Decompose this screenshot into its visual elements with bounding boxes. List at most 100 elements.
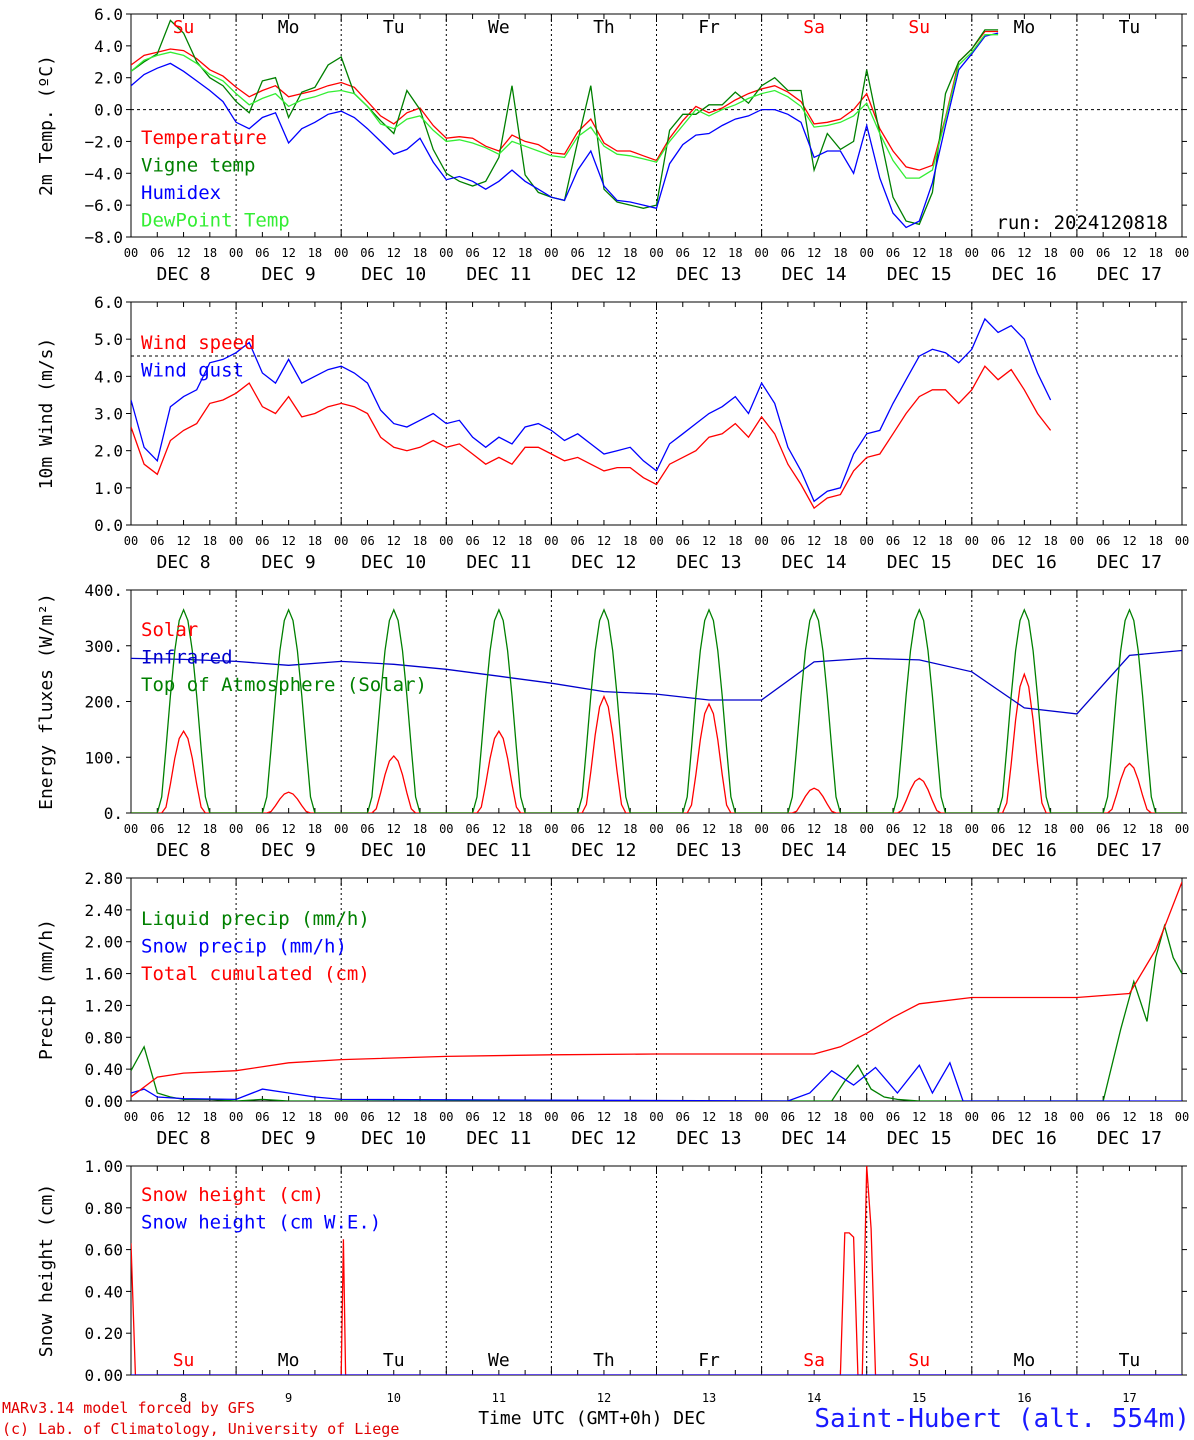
day-of-week-label: Mo — [1014, 17, 1036, 38]
day-of-week-label: Th — [593, 1350, 615, 1371]
date-label: DEC 13 — [677, 264, 742, 285]
hour-tick-label: 12 — [1017, 246, 1031, 260]
hour-tick-label: 00 — [1070, 822, 1084, 836]
hour-tick-label: 18 — [308, 822, 322, 836]
hour-tick-label: 12 — [912, 246, 926, 260]
hour-tick-label: 00 — [965, 822, 979, 836]
day-of-week-label: Su — [173, 17, 195, 38]
date-label: DEC 15 — [887, 1128, 952, 1149]
y-axis-title: Precip (mm/h) — [36, 919, 57, 1060]
legend-entry: Wind gust — [141, 360, 244, 382]
y-tick-label: 0.20 — [84, 1324, 123, 1343]
hour-tick-label: 12 — [1017, 534, 1031, 548]
hour-tick-label: 18 — [413, 246, 427, 260]
hour-tick-label: 06 — [360, 246, 374, 260]
hour-tick-label: 00 — [124, 534, 138, 548]
hour-tick-label: 18 — [203, 534, 217, 548]
hour-tick-label: 12 — [492, 822, 506, 836]
hour-tick-label: 00 — [649, 534, 663, 548]
hour-tick-label: 12 — [176, 1110, 190, 1124]
y-axis-title: Snow height (cm) — [36, 1184, 57, 1357]
day-of-week-label: Tu — [1119, 17, 1141, 38]
hour-tick-label: 00 — [1175, 1110, 1189, 1124]
hour-tick-label: 18 — [833, 246, 847, 260]
hour-tick-label: 18 — [518, 1110, 532, 1124]
y-tick-label: 4.0 — [94, 37, 123, 56]
date-label: DEC 15 — [887, 264, 952, 285]
hour-tick-label: 00 — [124, 822, 138, 836]
date-label: DEC 8 — [156, 264, 210, 285]
hour-tick-label: 00 — [1175, 822, 1189, 836]
hour-tick-label: 12 — [387, 1110, 401, 1124]
hour-tick-label: 18 — [308, 1110, 322, 1124]
series-line-3 — [131, 881, 1182, 1098]
panel-1 — [126, 13, 1187, 238]
hour-tick-label: 06 — [150, 246, 164, 260]
series-line-2 — [131, 1061, 1182, 1101]
hour-tick-label: 12 — [1122, 822, 1136, 836]
x-date-label: 12 — [597, 1391, 611, 1405]
hour-tick-label: 00 — [965, 246, 979, 260]
hour-tick-label: 12 — [176, 822, 190, 836]
hour-tick-label: 00 — [1070, 1110, 1084, 1124]
hour-tick-label: 12 — [176, 246, 190, 260]
y-axis-title: 10m Wind (m/s) — [36, 338, 57, 490]
hour-tick-label: 06 — [465, 822, 479, 836]
hour-tick-label: 06 — [255, 822, 269, 836]
hour-tick-label: 18 — [938, 534, 952, 548]
hour-tick-label: 06 — [150, 1110, 164, 1124]
hour-tick-label: 12 — [1017, 1110, 1031, 1124]
hour-tick-label: 06 — [676, 246, 690, 260]
hour-tick-label: 00 — [1070, 534, 1084, 548]
x-date-label: 11 — [492, 1391, 506, 1405]
x-date-label: 10 — [387, 1391, 401, 1405]
legend-entry: Liquid precip (mm/h) — [141, 908, 370, 930]
date-label: DEC 12 — [571, 1128, 636, 1149]
hour-tick-label: 00 — [439, 822, 453, 836]
hour-tick-label: 06 — [781, 534, 795, 548]
hour-tick-label: 12 — [912, 534, 926, 548]
date-label: DEC 10 — [361, 1128, 426, 1149]
hour-tick-label: 12 — [492, 246, 506, 260]
hour-tick-label: 18 — [203, 246, 217, 260]
hour-tick-label: 00 — [1175, 534, 1189, 548]
hour-tick-label: 18 — [938, 246, 952, 260]
hour-tick-label: 12 — [387, 822, 401, 836]
date-label: DEC 11 — [466, 840, 531, 861]
hour-tick-label: 12 — [807, 822, 821, 836]
hour-tick-label: 18 — [308, 246, 322, 260]
hour-tick-label: 18 — [623, 534, 637, 548]
hour-tick-label: 00 — [334, 822, 348, 836]
hour-tick-label: 00 — [439, 246, 453, 260]
day-of-week-label: Su — [908, 17, 930, 38]
hour-tick-label: 00 — [1175, 246, 1189, 260]
hour-tick-label: 12 — [492, 1110, 506, 1124]
x-date-label: 14 — [807, 1391, 821, 1405]
x-date-label: 9 — [285, 1391, 292, 1405]
series-line-3 — [131, 32, 999, 229]
day-of-week-label: Mo — [1014, 1350, 1036, 1371]
hour-tick-label: 00 — [544, 246, 558, 260]
y-tick-label: 4.0 — [94, 367, 123, 386]
date-label: DEC 17 — [1097, 840, 1162, 861]
date-label: DEC 17 — [1097, 1128, 1162, 1149]
series-line-2 — [131, 649, 1182, 715]
hour-tick-label: 18 — [203, 1110, 217, 1124]
hour-tick-label: 12 — [281, 534, 295, 548]
y-tick-label: −2.0 — [84, 132, 123, 151]
y-tick-label: 6.0 — [94, 5, 123, 24]
series-line-2 — [131, 317, 1052, 503]
date-label: DEC 9 — [262, 264, 316, 285]
legend-entry: DewPoint Temp — [141, 210, 290, 232]
hour-tick-label: 18 — [728, 246, 742, 260]
hour-tick-label: 18 — [308, 534, 322, 548]
y-tick-label: 0.00 — [84, 1092, 123, 1111]
x-date-label: 16 — [1017, 1391, 1031, 1405]
hour-tick-label: 18 — [203, 822, 217, 836]
y-tick-label: 6.0 — [94, 293, 123, 312]
hour-tick-label: 12 — [281, 246, 295, 260]
hour-tick-label: 18 — [938, 1110, 952, 1124]
hour-tick-label: 18 — [623, 1110, 637, 1124]
y-tick-label: 1.00 — [84, 1157, 123, 1176]
hour-tick-label: 06 — [781, 246, 795, 260]
